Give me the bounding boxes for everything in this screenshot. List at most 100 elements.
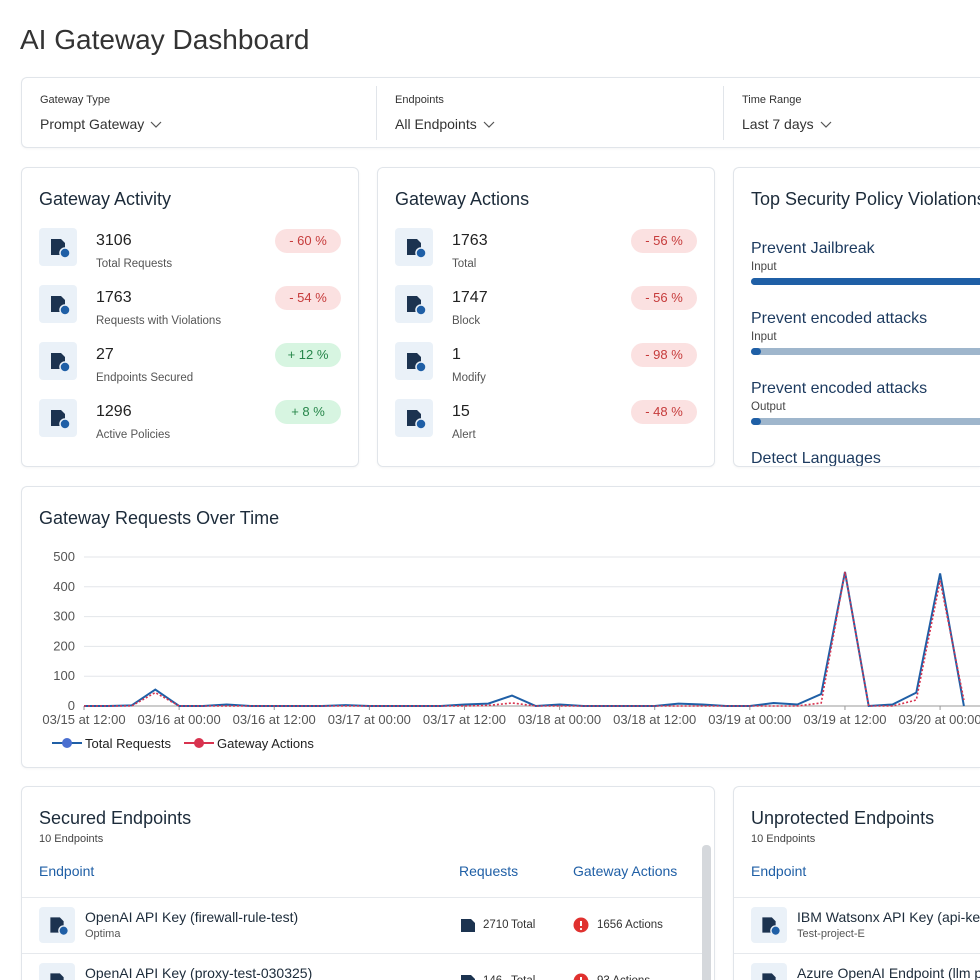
icon-glyph <box>51 296 71 316</box>
unprotected-card: Unprotected Endpoints 10 Endpoints Endpoin… <box>733 786 980 980</box>
row-divider <box>22 897 702 898</box>
stat-value: 1763 <box>452 232 488 249</box>
y-tick-label: 0 <box>68 698 75 713</box>
glyph-badge <box>59 418 71 430</box>
stat-value: 15 <box>452 403 470 420</box>
requests-icon <box>461 919 475 932</box>
stat-label: Total Requests <box>96 258 173 270</box>
endpoint-name[interactable]: Azure OpenAI Endpoint (llm p <box>797 965 980 980</box>
stat-value: 1763 <box>96 289 132 306</box>
icon <box>395 399 433 437</box>
card-title: Unprotected Endpoints <box>751 808 935 828</box>
card-title: Top Security Policy Violations <box>751 189 980 209</box>
bar <box>751 418 761 425</box>
x-tick-label: 03/16 at 00:00 <box>138 712 221 727</box>
alert-circle <box>573 973 589 980</box>
icon <box>39 342 77 380</box>
stat-label: Active Policies <box>96 429 171 441</box>
glyph-badge <box>415 304 427 316</box>
y-tick-label: 400 <box>53 579 75 594</box>
change-pill: - 98 % <box>631 343 697 367</box>
card-title: Gateway Actions <box>395 189 530 209</box>
filter-dropdown[interactable]: Prompt Gateway <box>40 116 162 132</box>
change-pill: - 56 % <box>631 286 697 310</box>
column-header: Endpoint <box>751 863 807 879</box>
icon <box>39 285 77 323</box>
chevron <box>820 121 832 128</box>
card-subtitle: 10 Endpoints <box>751 833 816 845</box>
page-title: AI Gateway Dashboard <box>20 24 310 55</box>
icon <box>39 228 77 266</box>
alert-icon <box>573 917 589 933</box>
y-tick-label: 300 <box>53 609 75 624</box>
endpoint-project: Test-project-E <box>797 928 865 940</box>
icon-glyph <box>407 296 427 316</box>
series-line <box>84 571 965 707</box>
filter-label: Time Range <box>742 94 802 106</box>
glyph-badge <box>415 361 427 373</box>
endpoint-name[interactable]: IBM Watsonx API Key (api-key <box>797 909 980 925</box>
actions-card: Gateway Actions 1763 Total - 56 % 1747 Block -… <box>377 167 715 467</box>
policy-name: Prevent encoded attacks <box>751 310 928 327</box>
actions-count: 93 Actions <box>597 975 650 980</box>
glyph-badge <box>59 247 71 259</box>
endpoint-project: Optima <box>85 928 121 940</box>
policy-kind: Input <box>751 261 777 273</box>
change-pill: - 54 % <box>275 286 341 310</box>
icon <box>395 285 433 323</box>
stat-value: 1296 <box>96 403 132 420</box>
alert-dot <box>579 927 583 931</box>
icon <box>39 963 75 980</box>
chevron-path <box>483 121 495 128</box>
policy-kind: Output <box>751 401 786 413</box>
stat-label: Block <box>452 315 481 327</box>
legend-label: Gateway Actions <box>217 736 314 751</box>
endpoint-name[interactable]: OpenAI API Key (firewall-rule-test) <box>85 909 299 925</box>
violations-card: Top Security Policy Violations Prevent Ja… <box>733 167 980 467</box>
stat-value: 27 <box>96 346 114 363</box>
series-line <box>84 571 965 708</box>
secured-card: Secured Endpoints 10 Endpoints Endpoint Req… <box>21 786 715 980</box>
icon-glyph <box>407 353 427 373</box>
filter-dropdown[interactable]: All Endpoints <box>395 116 495 132</box>
chevron <box>483 121 495 128</box>
icon-glyph <box>50 917 70 937</box>
x-tick-label: 03/18 at 00:00 <box>518 712 601 727</box>
requests-icon <box>461 975 475 980</box>
icon <box>751 963 787 980</box>
glyph <box>461 975 475 980</box>
scrollbar <box>702 845 711 980</box>
icon-glyph <box>51 353 71 373</box>
glyph-badge <box>770 925 782 937</box>
card-title: Secured Endpoints <box>39 808 192 828</box>
icon <box>39 907 75 943</box>
stat-label: Total <box>452 258 477 270</box>
glyph-badge <box>415 418 427 430</box>
chevron-path <box>150 121 162 128</box>
chart: 0 100 200 300 400 500 03/15 at 12:00 03/16 at 0… <box>42 549 980 751</box>
x-tick-label: 03/17 at 00:00 <box>328 712 411 727</box>
change-pill: - 56 % <box>631 229 697 253</box>
change-pill: - 48 % <box>631 400 697 424</box>
change-pill: + 8 % <box>275 400 341 424</box>
icon-glyph <box>51 239 71 259</box>
filter-dropdown[interactable]: Last 7 days <box>742 116 832 132</box>
requests-count: 2710 <box>483 919 509 931</box>
legend-label: Total Requests <box>85 736 171 751</box>
legend-marker <box>62 738 72 748</box>
glyph <box>762 973 776 980</box>
divider <box>723 86 724 140</box>
row-divider <box>22 953 702 954</box>
endpoint-name[interactable]: OpenAI API Key (proxy-test-030325) <box>85 965 313 980</box>
chevron-path <box>820 121 832 128</box>
policy-kind: Input <box>751 331 777 343</box>
bar-track <box>751 418 980 425</box>
y-tick-label: 500 <box>53 549 75 564</box>
divider <box>376 86 377 140</box>
icon <box>751 907 787 943</box>
stat-label: Alert <box>452 429 476 441</box>
icon <box>39 399 77 437</box>
glyph <box>50 973 64 980</box>
card-title: Gateway Activity <box>39 189 172 209</box>
